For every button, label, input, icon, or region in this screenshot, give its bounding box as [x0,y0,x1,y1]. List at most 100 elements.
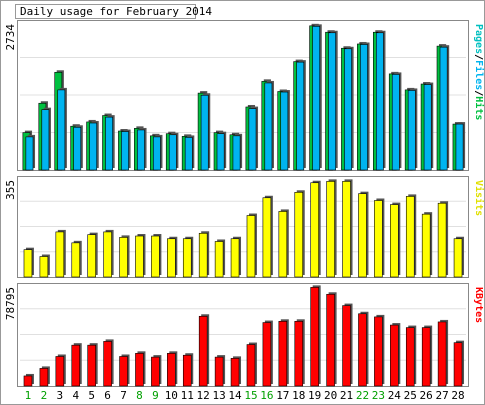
bar-visits-20 [326,181,335,278]
bar-kbytes-1 [23,375,33,387]
x-tick-label-5: 5 [88,389,95,402]
x-tick-label-22: 22 [356,389,369,402]
x-tick-label-7: 7 [120,389,127,402]
bar-kbytes-11 [182,354,192,387]
bar-files-27 [439,46,448,171]
x-tick-label-18: 18 [292,389,305,402]
bar-visits-18 [294,191,304,278]
bar-visits-23 [374,200,383,278]
legend-entry-visits: Visits [473,180,485,216]
bar-kbytes-26 [421,327,431,387]
x-tick-label-16: 16 [260,389,273,402]
bar-visits-12 [198,232,208,278]
bar-visits-2 [39,256,49,278]
bar-kbytes-13 [214,356,224,387]
x-tick-label-17: 17 [276,389,289,402]
y-max-label-visits: 355 [4,180,17,200]
x-tick-label-26: 26 [420,389,433,402]
bar-files-8 [137,129,145,171]
bar-kbytes-24 [390,324,399,387]
bar-files-4 [73,126,82,171]
legend-entry-hits: Hits [473,96,485,120]
bar-visits-25 [405,196,415,278]
bar-files-6 [105,116,113,171]
bar-visits-6 [103,231,112,278]
bar-files-9 [152,136,161,171]
bar-kbytes-6 [103,341,112,387]
bar-kbytes-17 [278,320,288,387]
bar-visits-1 [23,249,33,278]
bar-visits-4 [71,242,81,278]
bar-files-24 [391,74,400,171]
bar-visits-28 [453,238,463,278]
bar-files-2 [41,109,50,171]
bar-files-23 [375,32,384,171]
bar-visits-22 [358,193,367,278]
bar-visits-11 [182,238,192,278]
bar-kbytes-7 [119,356,128,387]
y-max-label-kbytes: 78795 [4,287,17,320]
bar-files-13 [216,133,225,171]
x-tick-label-28: 28 [451,389,464,402]
bar-files-11 [184,137,193,171]
bar-kbytes-21 [342,305,351,387]
bar-files-12 [200,94,209,171]
x-tick-label-13: 13 [212,389,225,402]
x-tick-label-4: 4 [72,389,79,402]
bar-kbytes-8 [135,353,144,387]
bar-visits-3 [55,231,65,278]
panel-hits_files_pages: 2734 Pages/Files/Hits [4,20,485,171]
bar-files-26 [423,84,432,171]
x-tick-label-21: 21 [340,389,353,402]
bar-files-19 [312,26,321,171]
bar-kbytes-5 [87,344,96,387]
bar-visits-15 [246,215,256,278]
bar-kbytes-12 [198,315,208,387]
title-box [15,4,196,19]
bar-kbytes-4 [71,344,81,387]
legend-separator: / [473,54,484,60]
x-tick-label-19: 19 [308,389,321,402]
bar-visits-5 [87,234,96,278]
x-tick-label-15: 15 [244,389,257,402]
bar-kbytes-27 [437,321,447,387]
bar-visits-21 [342,181,351,278]
x-tick-label-2: 2 [41,389,48,402]
legend-entry-kbytes: KBytes [473,287,484,323]
bar-visits-19 [310,182,319,278]
legend-kbytes: KBytes [473,287,484,323]
legend-entry-pages: Pages [473,24,484,54]
bar-visits-13 [214,241,224,278]
legend-visits: Visits [473,180,485,216]
bar-files-28 [455,123,464,171]
bar-kbytes-23 [374,316,383,387]
x-tick-label-8: 8 [136,389,143,402]
x-tick-label-25: 25 [404,389,417,402]
bar-files-22 [360,44,368,171]
x-tick-label-1: 1 [25,389,32,402]
bar-visits-14 [230,238,240,278]
bar-kbytes-15 [246,344,256,387]
bar-kbytes-25 [405,327,415,387]
x-tick-label-20: 20 [324,389,337,402]
bar-kbytes-3 [55,356,65,387]
bar-visits-9 [151,235,160,278]
x-tick-label-24: 24 [388,389,402,402]
x-tick-label-11: 11 [181,389,194,402]
bar-visits-16 [262,197,272,278]
bar-visits-24 [390,204,399,278]
bar-files-15 [248,108,257,171]
y-max-label-hits_files_pages: 2734 [4,24,17,51]
bar-kbytes-9 [151,356,160,387]
bar-files-14 [232,135,241,171]
bar-kbytes-18 [294,320,304,387]
bar-visits-17 [278,211,288,278]
bar-visits-26 [421,213,431,278]
bar-kbytes-14 [230,358,240,387]
bar-kbytes-2 [39,368,49,387]
chart-title: Daily usage for February 2014 [20,5,212,18]
bar-kbytes-19 [310,287,319,387]
x-axis-labels: 1 2 3 4 5 6 7 8 9 10 11 12 13 14 15 16 17 18 19 20 21 22 23 24 2… [25,389,465,402]
